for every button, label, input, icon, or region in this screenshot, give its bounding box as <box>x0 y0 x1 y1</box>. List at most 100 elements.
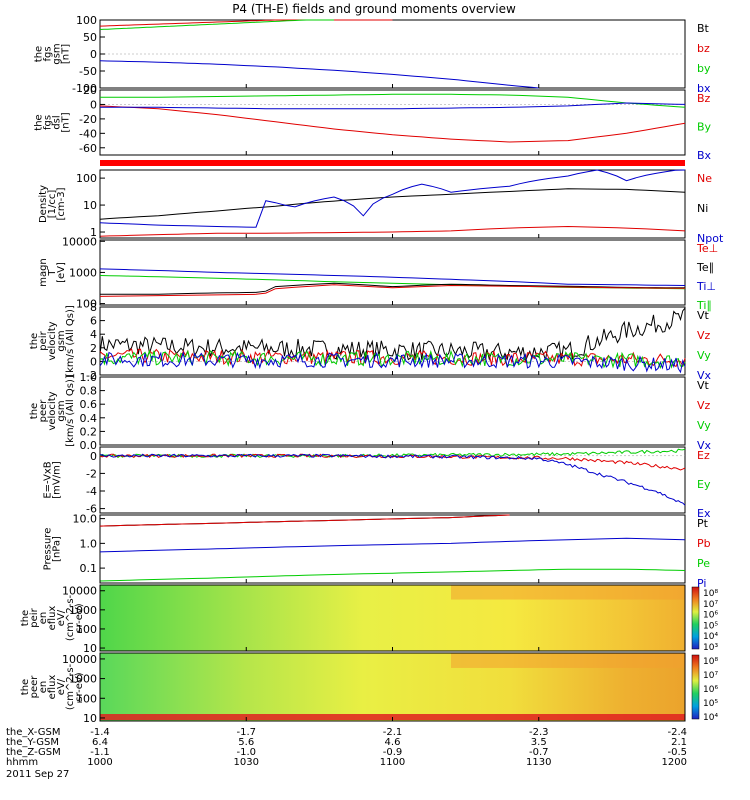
xaxis-value: 1000 <box>87 757 112 768</box>
legend-Ez: Ez <box>697 449 710 462</box>
ytick-label: 6 <box>90 315 97 328</box>
ytick-label: -50 <box>79 65 97 78</box>
ytick-label: 0.6 <box>80 398 98 411</box>
ylabel-line: (cm^2-s- <box>65 594 76 641</box>
legend-Te⊥: Te⊥ <box>696 242 718 255</box>
legend-Ex: Ex <box>697 507 711 520</box>
xaxis-value: 2.1 <box>671 737 687 748</box>
legend-Pb: Pb <box>697 537 711 550</box>
ytick-label: 100 <box>76 172 97 185</box>
ytick-label: 100 <box>76 14 97 27</box>
legend-Ne: Ne <box>697 172 712 185</box>
xaxis-value: -1.4 <box>90 727 110 738</box>
legend-Ti⊥: Ti⊥ <box>696 280 716 293</box>
x-axis-annotation: the_X-GSM -1.4 -1.7 -2.1 -2.3 -2.4 the_Y-GSM 6.… <box>6 727 687 780</box>
legend-Vt: Vt <box>697 309 710 322</box>
series-Ne <box>99 225 686 237</box>
ytick-label: 50 <box>83 31 97 44</box>
series-Ex <box>100 453 686 506</box>
ytick-label: 1.0 <box>80 371 98 384</box>
ytick-label: 1000 <box>69 266 97 279</box>
date-label: 2011 Sep 27 <box>6 769 69 780</box>
panel-frame <box>99 376 686 446</box>
ylabel-line: en <box>38 681 49 694</box>
ylabel-line: [eV] <box>56 262 67 283</box>
colorbar-label: 10⁴ <box>703 713 718 723</box>
colorbar-label: 10⁶ <box>703 685 718 695</box>
series-Vt <box>99 307 686 364</box>
ytick-label: 1000 <box>69 604 97 617</box>
ytick-label: 0.1 <box>80 562 98 575</box>
ylabel-line: [km/s (All Qs)] <box>65 375 76 447</box>
series-Vx <box>99 350 686 374</box>
legend-Vx: Vx <box>697 439 712 452</box>
xaxis-value: 3.5 <box>531 737 547 748</box>
ytick-label: 2 <box>90 342 97 355</box>
xaxis-value: 1100 <box>380 757 405 768</box>
legend-Ti∥: Ti∥ <box>696 299 712 312</box>
colorbar-scale <box>691 654 700 720</box>
ylabel-line: [km/s (All Qs)] <box>65 305 76 377</box>
ytick-label: 0.4 <box>80 412 98 425</box>
ylabel-line: gsm <box>52 43 63 64</box>
legend-bz: bz <box>697 42 710 55</box>
ylabel-line: the <box>20 610 31 626</box>
colorbar-label: 10⁷ <box>703 671 718 681</box>
ylabel-line: [cm-3] <box>56 187 67 220</box>
ytick-label: 4 <box>90 328 97 341</box>
ytick-label: -4 <box>86 485 97 498</box>
legend-Npot: Npot <box>697 232 724 245</box>
ylabel-line: gsm <box>56 400 67 421</box>
series-Bx <box>100 102 686 110</box>
ylabel-line: fgs <box>43 46 54 61</box>
panel-separator-bar <box>100 160 685 166</box>
ytick-label: 100 <box>76 623 97 636</box>
ytick-label: -2 <box>86 369 97 382</box>
panel-peir_eflux: 10⁸10⁷10⁶10⁵10⁴10³10000100010010thepeire… <box>20 584 718 655</box>
colorbar-peer_eflux: 10⁸ 10⁷ 10⁶ 10⁵ 10⁴ <box>691 654 718 723</box>
ylabel-line: Pressure <box>43 528 54 571</box>
legend-Vt: Vt <box>697 379 710 392</box>
ylabel-line: velocity <box>47 321 58 360</box>
legend-By: By <box>697 121 712 134</box>
legend-Bz: Bz <box>697 92 711 105</box>
ylabel-line: [nT] <box>61 44 72 64</box>
ylabel-line: peer <box>38 399 49 423</box>
legend-Ey: Ey <box>697 478 711 491</box>
ytick-label: 100 <box>76 298 97 311</box>
xaxis-value: -1.0 <box>236 747 256 758</box>
ytick-label: 1.0 <box>80 537 98 550</box>
legend-Vy: Vy <box>697 349 711 362</box>
ytick-label: 0.2 <box>80 425 98 438</box>
ytick-label: 1 <box>90 226 97 239</box>
ylabel-line: Density <box>38 185 49 223</box>
xaxis-value: 5.6 <box>238 737 254 748</box>
ytick-label: 20 <box>83 84 97 97</box>
ylabel-line: eflux <box>47 606 58 631</box>
xaxis-value: -1.7 <box>236 727 256 738</box>
ytick-label: -6 <box>86 503 97 516</box>
ylabel-line: eflux <box>47 675 58 700</box>
legend-Pt: Pt <box>697 517 709 530</box>
panel-velocity_peer: 1.00.80.60.40.20.0 thepeervelocitygsm[km/… <box>29 371 712 452</box>
ylabel-line: [nPa] <box>52 536 63 562</box>
ylabel-line: eV/ <box>56 678 67 695</box>
series-Te⊥ <box>99 284 686 297</box>
ytick-label: -100 <box>72 82 97 95</box>
ylabel-line: peir <box>29 607 40 627</box>
colorbar-label: 10⁷ <box>703 600 718 610</box>
ylabel-line: peer <box>29 675 40 699</box>
ylabel-line: dsl <box>52 115 63 129</box>
xaxis-value: -0.9 <box>383 747 403 758</box>
ytick-label: -40 <box>79 127 97 140</box>
legend-Te∥: Te∥ <box>696 261 714 274</box>
xaxis-row-label: the_Y-GSM <box>6 737 59 748</box>
legend-by: by <box>697 62 711 75</box>
ytick-label: 0.0 <box>80 439 98 452</box>
panel-frame <box>99 169 686 239</box>
ylabel-line: peir <box>38 330 49 350</box>
series-Ey <box>99 448 686 459</box>
ylabel-line: the <box>20 679 31 695</box>
